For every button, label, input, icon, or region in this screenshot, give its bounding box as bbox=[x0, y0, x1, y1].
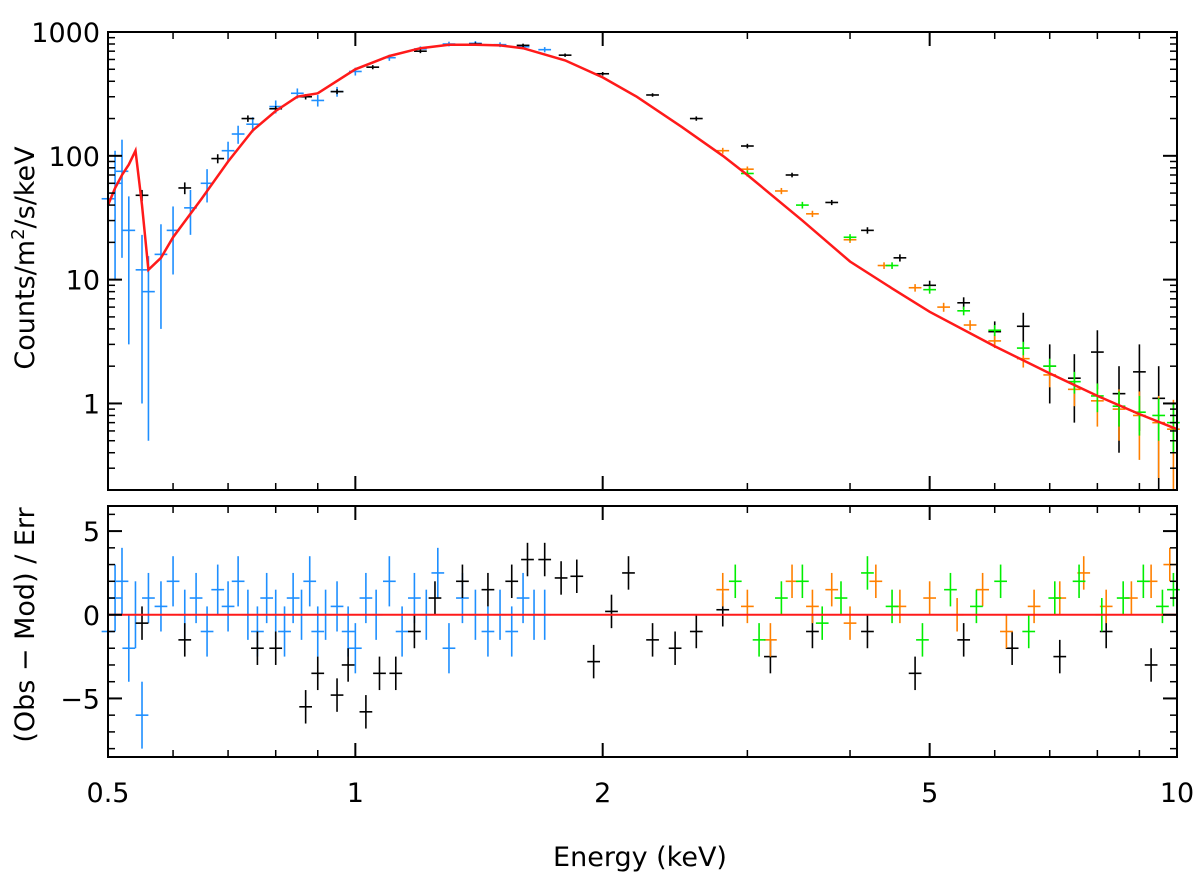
y-tick-label: 1000 bbox=[31, 18, 100, 49]
residuals-data-marks bbox=[101, 542, 1180, 749]
residuals-y-axis-label: (Obs − Mod) / Err bbox=[10, 506, 41, 742]
spectrum-plot-frame bbox=[107, 31, 1178, 491]
x-axis-label: Energy (keV) bbox=[553, 842, 727, 873]
y-tick-label: 5 bbox=[83, 517, 100, 548]
x-tick-label: 2 bbox=[594, 778, 611, 809]
spectrum-panel: 1 10 100 1000 bbox=[31, 18, 1180, 491]
y-tick-label: 10 bbox=[66, 266, 100, 297]
y-tick-label: 1 bbox=[83, 389, 100, 420]
spectrum-y-axis-label: Counts/m2/s/keV bbox=[8, 146, 41, 370]
spectrum-axis-ticks: 1 10 100 1000 bbox=[31, 18, 1178, 491]
spectrum-data-marks bbox=[101, 41, 1180, 490]
residuals-panel: 0.5 1 2 5 10 5 0 −5 bbox=[60, 505, 1194, 809]
y-tick-label: 0 bbox=[83, 601, 100, 632]
x-tick-label: 0.5 bbox=[87, 778, 130, 809]
x-tick-label: 10 bbox=[1160, 778, 1194, 809]
model-curve bbox=[106, 43, 1178, 431]
x-tick-label: 1 bbox=[347, 778, 364, 809]
x-tick-label: 5 bbox=[921, 778, 938, 809]
y-tick-label: 100 bbox=[48, 142, 100, 173]
y-tick-label: −5 bbox=[60, 684, 100, 715]
residuals-axis-ticks: 0.5 1 2 5 10 5 0 −5 bbox=[60, 506, 1194, 809]
residuals-plot-frame bbox=[107, 505, 1178, 758]
